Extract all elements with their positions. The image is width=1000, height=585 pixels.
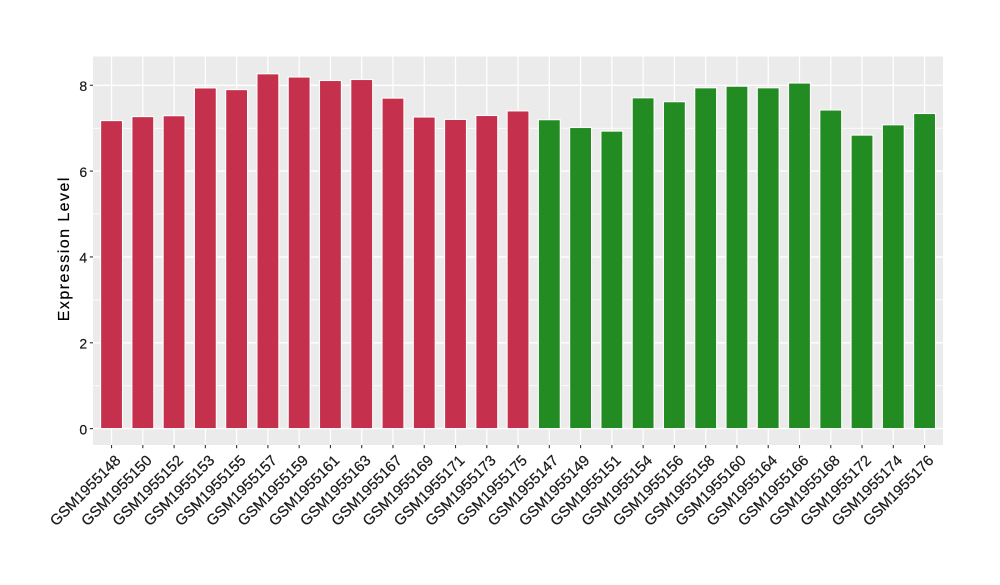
svg-text:2: 2: [79, 336, 87, 352]
svg-text:Expression Level: Expression Level: [56, 176, 73, 321]
svg-text:8: 8: [79, 78, 87, 94]
svg-text:0: 0: [79, 421, 87, 437]
svg-text:6: 6: [79, 164, 87, 180]
svg-text:4: 4: [79, 250, 87, 266]
